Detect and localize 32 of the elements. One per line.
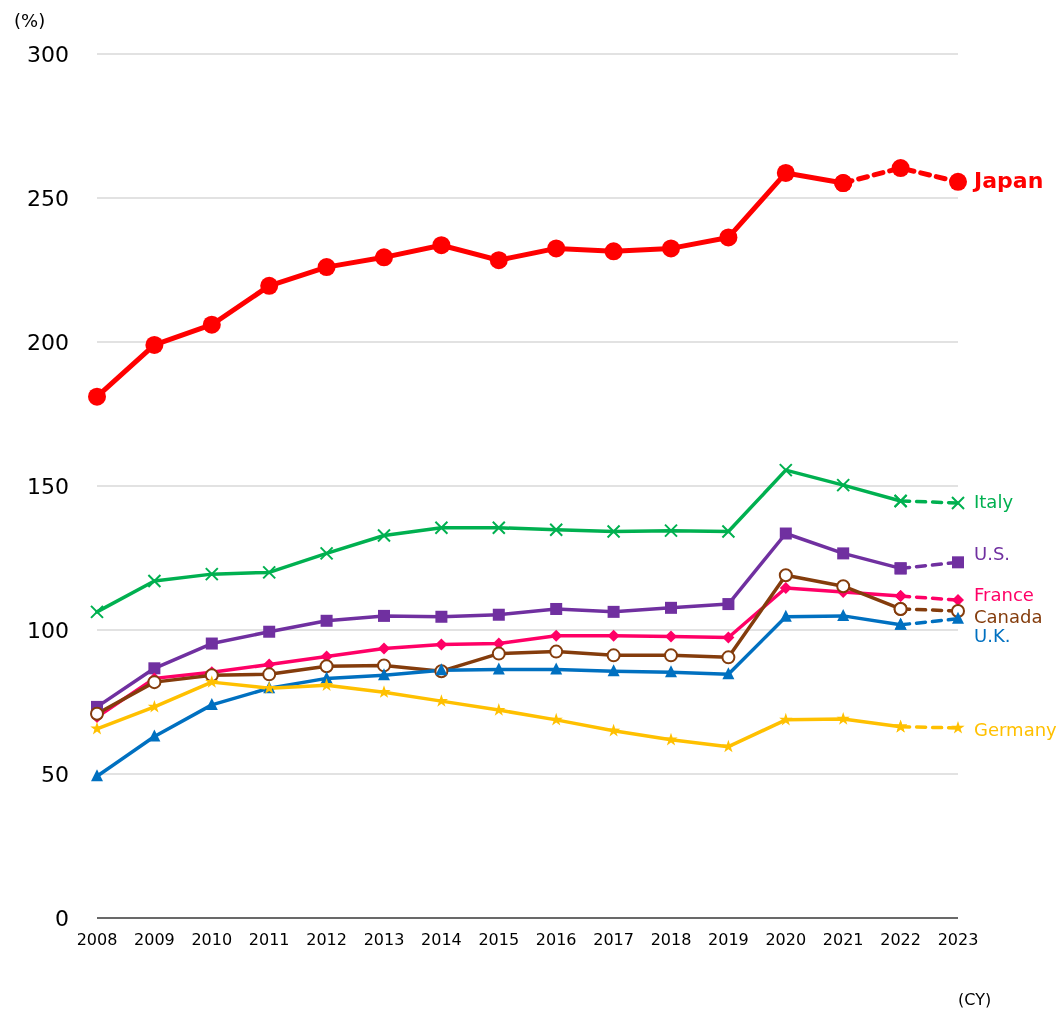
- x-tick-label: 2019: [708, 930, 749, 950]
- x-tick-label: 2008: [76, 930, 118, 950]
- x-tick-label: 2017: [593, 930, 634, 950]
- x-tick-label: 2009: [134, 930, 175, 950]
- series-label: Germany: [974, 718, 1058, 740]
- x-tick-label: 2020: [765, 930, 807, 950]
- x-tick-label: 2023: [937, 930, 979, 950]
- x-tick-label: 2022: [880, 930, 921, 950]
- y-tick-label: 50: [41, 761, 69, 787]
- y-tick-label: 200: [27, 329, 69, 355]
- x-tick-label: 2015: [478, 930, 520, 950]
- x-tick-label: 2016: [535, 930, 577, 950]
- x-axis-title: (CY): [958, 990, 992, 1009]
- series-label: Japan: [972, 167, 1044, 193]
- y-tick-label: 0: [55, 905, 69, 931]
- x-tick-label: 2021: [822, 930, 864, 950]
- series-label: France: [974, 584, 1034, 606]
- x-tick-label: 2010: [191, 930, 233, 950]
- y-tick-label: 150: [27, 473, 69, 499]
- x-tick-label: 2013: [363, 930, 405, 950]
- y-tick-label: 250: [27, 185, 69, 211]
- y-axis-title: (%): [14, 10, 46, 31]
- y-tick-label: 300: [27, 41, 69, 67]
- x-tick-label: 2012: [306, 930, 347, 950]
- x-tick-label: 2011: [248, 930, 290, 950]
- series-label: Canada: [974, 605, 1043, 627]
- series-label: U.K.: [974, 624, 1011, 646]
- x-tick-label: 2018: [650, 930, 692, 950]
- series-label: U.S.: [974, 543, 1011, 565]
- y-tick-label: 100: [27, 617, 69, 643]
- series-label: Italy: [974, 490, 1014, 512]
- x-tick-label: 2014: [421, 930, 462, 950]
